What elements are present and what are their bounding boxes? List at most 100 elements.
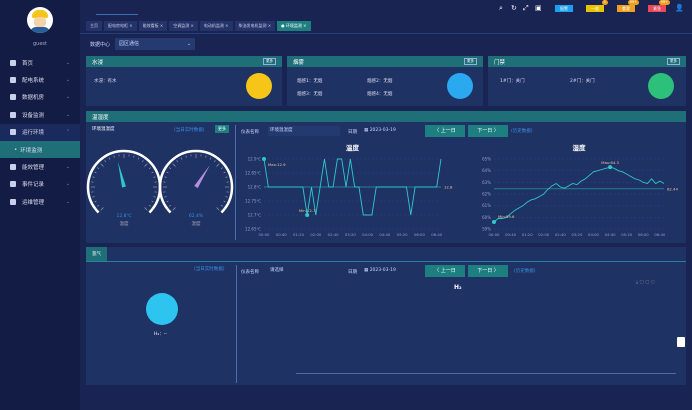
panel-title: 温湿度 xyxy=(92,114,109,121)
date-input[interactable]: ▦ 2023-03-19 xyxy=(364,268,396,273)
max-point xyxy=(608,165,613,170)
document-icon xyxy=(10,181,16,188)
hydrogen-panel: 氢气 (当日实时数据) H₂：-- 仪表名称 请选择 日期 ▦ 2023-03-… xyxy=(86,247,686,385)
tab-2[interactable]: 能效看板 × xyxy=(138,21,168,31)
chevron-icon: ⌄ xyxy=(65,94,70,101)
panel-header: 门禁 更多 xyxy=(488,56,686,67)
smoke-panel: 烟雾 更多 烟感1：无烟 烟感2：无烟 烟感3：无烟 烟感4：无烟 xyxy=(287,56,483,106)
alarm-button-1[interactable]: 一般 1 xyxy=(586,0,608,12)
h2-reading: H₂：-- xyxy=(154,332,167,337)
sidebar-item-label: 数据机房 xyxy=(22,95,45,102)
gauge-tick xyxy=(94,171,97,174)
refresh-icon[interactable]: ↻ xyxy=(511,4,517,12)
gauge-tick xyxy=(172,207,176,211)
x-tick-label: 03:20 xyxy=(345,232,357,237)
more-button[interactable]: 更多 xyxy=(215,125,229,133)
gauge-tick xyxy=(209,157,212,160)
tab-1[interactable]: 配电房电柜 × xyxy=(104,21,137,31)
side-float-icon[interactable] xyxy=(677,337,685,347)
gauge-tick xyxy=(148,167,151,170)
sidebar-item-label: 环境监测 xyxy=(20,147,43,154)
sidebar-item-5[interactable]: • 环境监测 xyxy=(0,140,80,159)
y-tick-label: 62% xyxy=(482,192,491,197)
x-tick-label: 04:40 xyxy=(605,232,617,237)
username: guest xyxy=(33,41,47,47)
gauge-tick xyxy=(185,155,187,158)
tab-3[interactable]: 空调监测 × xyxy=(169,21,198,31)
prev-day-button[interactable]: 〈 上一日 xyxy=(425,265,465,277)
sidebar-item-1[interactable]: 配电系统 ⌄ xyxy=(0,71,80,88)
tool-icon xyxy=(10,198,16,205)
gauges: 12.8℃温度 62.4%湿度 xyxy=(86,149,234,227)
more-button[interactable]: 更多 xyxy=(667,58,680,65)
y-tick-label: 12.65℃ xyxy=(245,227,261,232)
gauge-tick xyxy=(180,157,183,160)
chevron-icon: ⌄ xyxy=(65,164,70,171)
gauge-tick xyxy=(216,207,220,211)
datacenter-select[interactable]: 园区通信 ⌄ xyxy=(115,38,196,50)
y-tick-label: 65% xyxy=(482,157,491,162)
search-icon[interactable]: ⌕ xyxy=(499,4,503,12)
realtime-link[interactable]: (当日实时数据) xyxy=(174,128,205,133)
fullscreen-icon[interactable]: ⤢ xyxy=(523,4,529,12)
tab-hydrogen[interactable]: 氢气 xyxy=(86,247,107,261)
history-link[interactable]: (历史数据) xyxy=(514,269,536,274)
panel-title: 烟雾 xyxy=(293,59,305,66)
gauge-tick xyxy=(153,196,156,198)
gauge-needle xyxy=(117,161,126,188)
x-tick-label: 06:00 xyxy=(414,232,426,237)
date-input[interactable]: ▦ 2023-03-19 xyxy=(364,128,396,133)
y-tick-label: 12.9℃ xyxy=(248,157,262,162)
gauge-tick xyxy=(213,160,216,163)
next-day-button[interactable]: 下一日 〉 xyxy=(468,125,508,137)
tab-0[interactable]: 主页 xyxy=(86,21,102,31)
tab-4[interactable]: 电动机监测 × xyxy=(199,21,233,31)
alarm-button-3[interactable]: 紧急 99+ xyxy=(648,0,670,12)
gauge-label: 温度 xyxy=(120,220,129,227)
sidebar-item-2[interactable]: 数据机房 ⌄ xyxy=(0,89,80,106)
tab-label: 空调监测 xyxy=(173,23,190,28)
temperature-chart: 温度 12.65℃ 12.7℃ 12.75℃ 12.8℃ 12.85℃ 12.9℃ 00:00… xyxy=(245,143,453,237)
gauge-tick xyxy=(223,200,226,203)
panel-header: 温湿度 xyxy=(86,111,686,122)
tab-6[interactable]: ● 环境监测 × xyxy=(277,21,311,31)
sidebar-item-4[interactable]: 运行环境 ⌃ xyxy=(0,123,80,141)
history-link[interactable]: (历史数据) xyxy=(511,129,533,134)
x-tick-label: 00:00 xyxy=(489,232,501,237)
avatar[interactable] xyxy=(27,7,53,33)
next-day-button[interactable]: 下一日 〉 xyxy=(468,265,508,277)
sidebar-item-label: 配电系统 xyxy=(22,78,45,85)
gauge-tick xyxy=(113,155,115,158)
gauge-tick xyxy=(92,176,95,178)
more-button[interactable]: 更多 xyxy=(263,58,276,65)
chart-toolbox-icons[interactable]: ⤓ ▢ ▢ ○ xyxy=(636,280,655,285)
sidebar-item-7[interactable]: 事件记录 ⌄ xyxy=(0,176,80,193)
gauge-tick xyxy=(151,200,154,203)
top-bar: ⌕ ↻ ⤢ ▣ 报警 一般 1 重要 99+ 紧急 99+ 👤 xyxy=(80,0,692,34)
image-icon[interactable]: ▣ xyxy=(535,4,542,12)
sidebar-item-3[interactable]: 设备监测 ⌄ xyxy=(0,106,80,123)
gauge-tick xyxy=(216,163,220,167)
tab-5[interactable]: 柴油发电机监测 × xyxy=(234,21,276,31)
x-tick-label: 02:00 xyxy=(310,232,322,237)
realtime-link[interactable]: (当日实时数据) xyxy=(194,267,225,272)
count-badge: 99+ xyxy=(627,0,639,5)
prev-day-button[interactable]: 〈 上一日 xyxy=(425,125,465,137)
smoke-4: 烟感4：无烟 xyxy=(367,92,393,97)
monitor-icon xyxy=(10,59,16,66)
alarm-button-2[interactable]: 重要 99+ xyxy=(617,0,639,12)
more-button[interactable]: 更多 xyxy=(464,58,477,65)
sidebar-item-6[interactable]: 能效管理 ⌄ xyxy=(0,158,80,175)
chevron-down-icon: ⌄ xyxy=(186,41,192,47)
x-tick-label: 04:00 xyxy=(588,232,600,237)
y-tick-label: 64% xyxy=(482,168,491,173)
user-icon[interactable]: 👤 xyxy=(675,4,684,12)
door-icon xyxy=(648,73,674,99)
meter-select[interactable]: 请选择 xyxy=(270,268,284,273)
sidebar-item-label: 运维管理 xyxy=(22,199,45,206)
sidebar-item-0[interactable]: 首页 ⌄ xyxy=(0,54,80,71)
alarm-button-0[interactable]: 报警 xyxy=(555,5,573,12)
sidebar-item-8[interactable]: 运维管理 ⌄ xyxy=(0,193,80,210)
sub-title: 环境温湿度 xyxy=(92,127,115,132)
meter-select[interactable]: 环境温湿度 xyxy=(268,126,340,136)
